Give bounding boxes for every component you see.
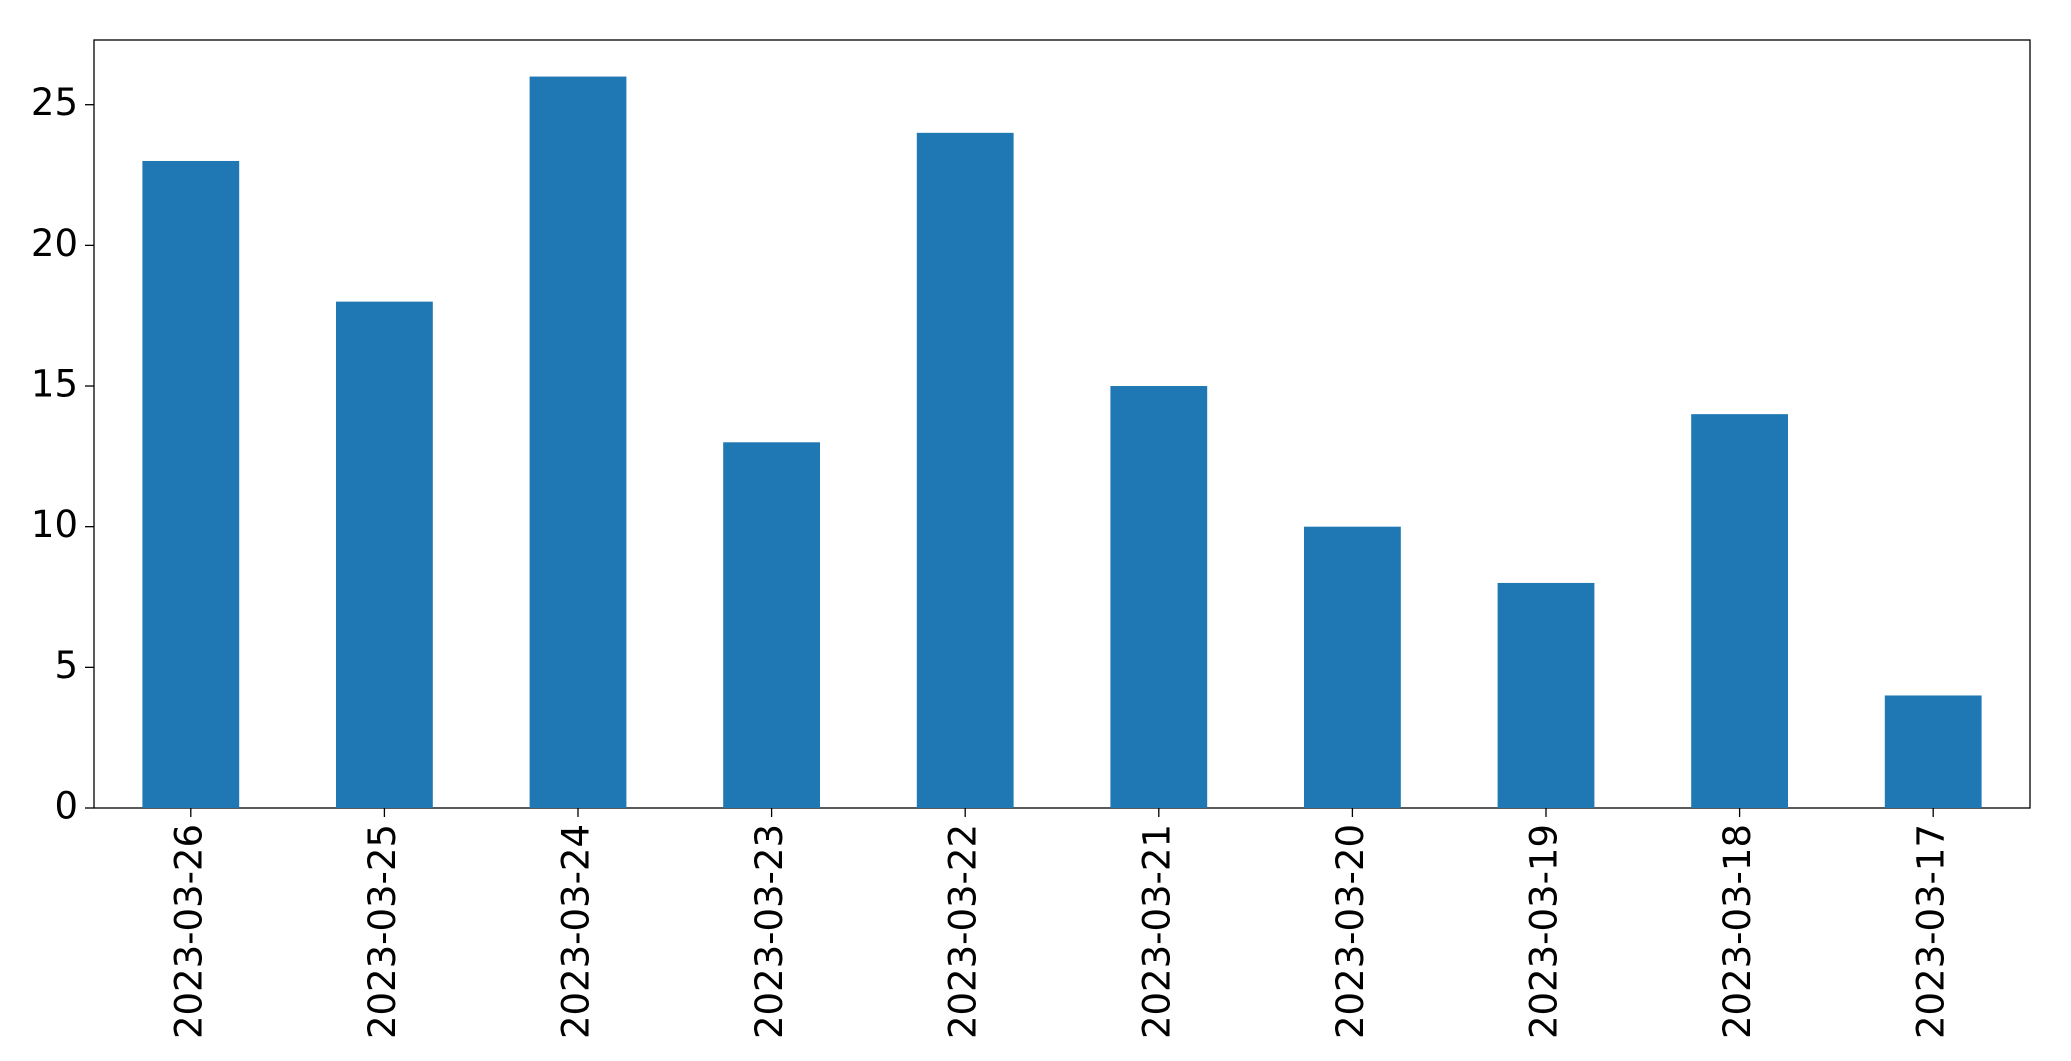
bar bbox=[529, 76, 627, 809]
bar bbox=[916, 132, 1014, 809]
y-tick-label: 5 bbox=[54, 644, 78, 687]
bar bbox=[1884, 695, 1982, 808]
bar bbox=[1110, 386, 1208, 808]
y-tick-label: 15 bbox=[31, 363, 78, 406]
x-tick-label: 2023-03-19 bbox=[1523, 824, 1566, 1039]
bar bbox=[1497, 582, 1595, 808]
x-tick-label: 2023-03-17 bbox=[1910, 824, 1953, 1039]
bar bbox=[1691, 414, 1788, 808]
y-tick-label: 25 bbox=[31, 81, 78, 124]
x-tick-label: 2023-03-21 bbox=[1135, 824, 1178, 1039]
x-tick-label: 2023-03-24 bbox=[555, 824, 598, 1039]
plot-frame bbox=[93, 39, 2031, 809]
y-tick-label: 20 bbox=[31, 222, 78, 265]
bar bbox=[723, 442, 820, 808]
bar bbox=[336, 301, 433, 808]
bar bbox=[1304, 526, 1401, 808]
y-tick-label: 10 bbox=[31, 503, 78, 546]
bar bbox=[142, 160, 240, 808]
x-tick-label: 2023-03-20 bbox=[1329, 824, 1372, 1039]
x-tick-label: 2023-03-25 bbox=[361, 824, 404, 1039]
y-tick-label: 0 bbox=[54, 785, 78, 828]
x-tick-label: 2023-03-22 bbox=[942, 824, 985, 1039]
x-tick-label: 2023-03-18 bbox=[1716, 824, 1759, 1039]
x-tick-label: 2023-03-23 bbox=[748, 824, 791, 1039]
x-tick-label: 2023-03-26 bbox=[167, 824, 210, 1039]
